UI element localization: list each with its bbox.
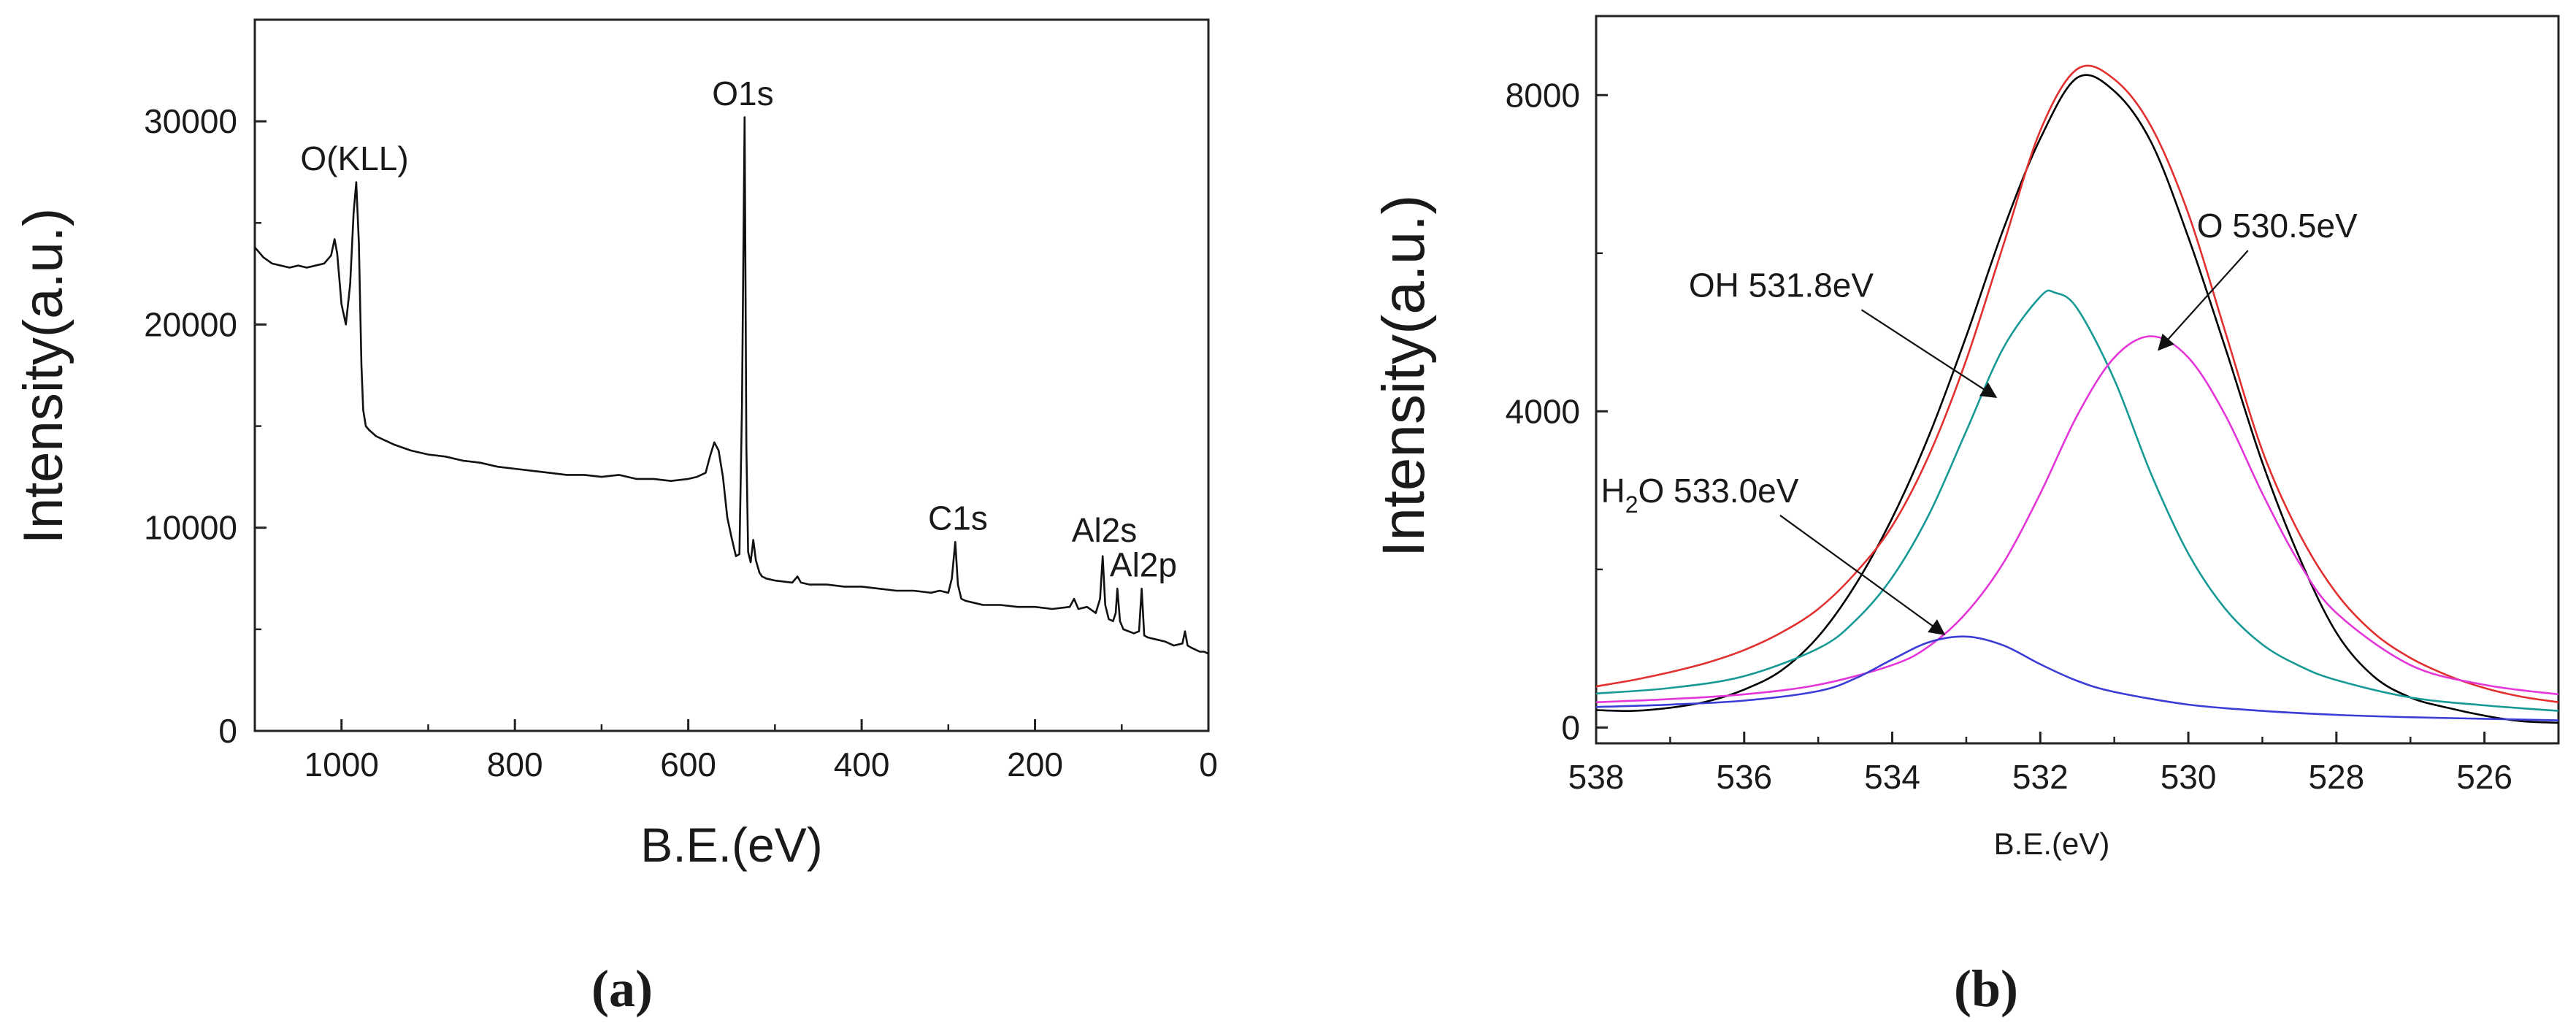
chart-a-x-tick-label: 600 [660,746,716,783]
chart-a-y-tick-label: 0 [218,712,237,750]
chart-b-ticks [1595,93,2560,743]
chart-b-line-oh-531-8ev [1595,289,2559,712]
chart-b-line-measured [1595,74,2559,724]
chart-b-annotation-arrow [1779,514,1946,635]
chart-a-ticks [253,18,1210,732]
chart-b-x-tick-label: 530 [2161,758,2217,796]
chart-b-o1s: 538 536 534 532 530 528 526 0 4000 8000 OH 531.8e… [1371,15,2560,1018]
chart-b-annotation-arrow [2158,250,2249,351]
chart-b-plot-frame [1595,15,2560,745]
panel-label-b: (b) [1954,959,2018,1018]
chart-a-x-axis-label: B.E.(eV) [640,818,822,872]
chart-a-peak-label: C1s [928,499,988,537]
chart-b-y-tick-label: 0 [1561,708,1580,746]
chart-a-x-tick-label: 400 [834,746,890,783]
chart-a-peak-label: Al2s [1072,511,1137,549]
chart-a-x-tick-label: 1000 [304,746,379,783]
chart-b-x-tick-label: 538 [1568,758,1625,796]
panel-label-a: (a) [591,959,653,1018]
chart-a-x-tick-label: 0 [1199,746,1218,783]
chart-a-peak-label: O(KLL) [300,139,408,177]
chart-b-x-axis-label: B.E.(eV) [1994,827,2110,861]
chart-a-x-tick-label: 800 [487,746,543,783]
chart-b-x-tick-label: 526 [2456,758,2512,796]
chart-b-line-h2o-533-0ev [1595,635,2559,721]
chart-b-x-tick-label: 528 [2308,758,2364,796]
chart-b-annotation-arrow [1860,309,1998,399]
chart-b-y-tick-label: 8000 [1506,76,1580,114]
chart-a-x-tick-label: 200 [1007,746,1063,783]
chart-b-y-axis-label: Intensity(a.u.) [1371,195,1437,558]
chart-b-y-tick-label: 4000 [1506,392,1580,430]
chart-b-line-envelope [1595,64,2559,703]
chart-b-peak-annotations: OH 531.8eV O 530.5eV H2O 533.0eV [1601,207,2358,635]
chart-b-annotation-label: H2O 533.0eV [1601,472,1798,518]
chart-a-survey-line [254,116,1209,655]
chart-b-x-tick-label: 536 [1716,758,1772,796]
chart-a-peak-label: O1s [712,74,773,112]
chart-b-x-tick-label: 534 [1864,758,1920,796]
chart-a-y-tick-label: 20000 [144,305,237,343]
chart-a-y-tick-label: 10000 [144,509,237,547]
chart-a-peak-label: Al2p [1110,546,1177,584]
chart-b-series-lines [1595,64,2559,724]
chart-b-x-tick-label: 532 [2012,758,2069,796]
chart-b-line-o-530-5ev [1595,335,2559,703]
chart-a-y-axis-label: Intensity(a.u.) [12,208,74,544]
chart-b-tick-labels: 538 536 534 532 530 528 526 0 4000 8000 [1506,76,2512,796]
chart-b-annotation-label: O 530.5eV [2197,207,2358,245]
chart-a-plot-frame [253,18,1210,732]
chart-a-y-tick-label: 30000 [144,102,237,140]
chart-b-annotation-label: OH 531.8eV [1689,266,1874,304]
